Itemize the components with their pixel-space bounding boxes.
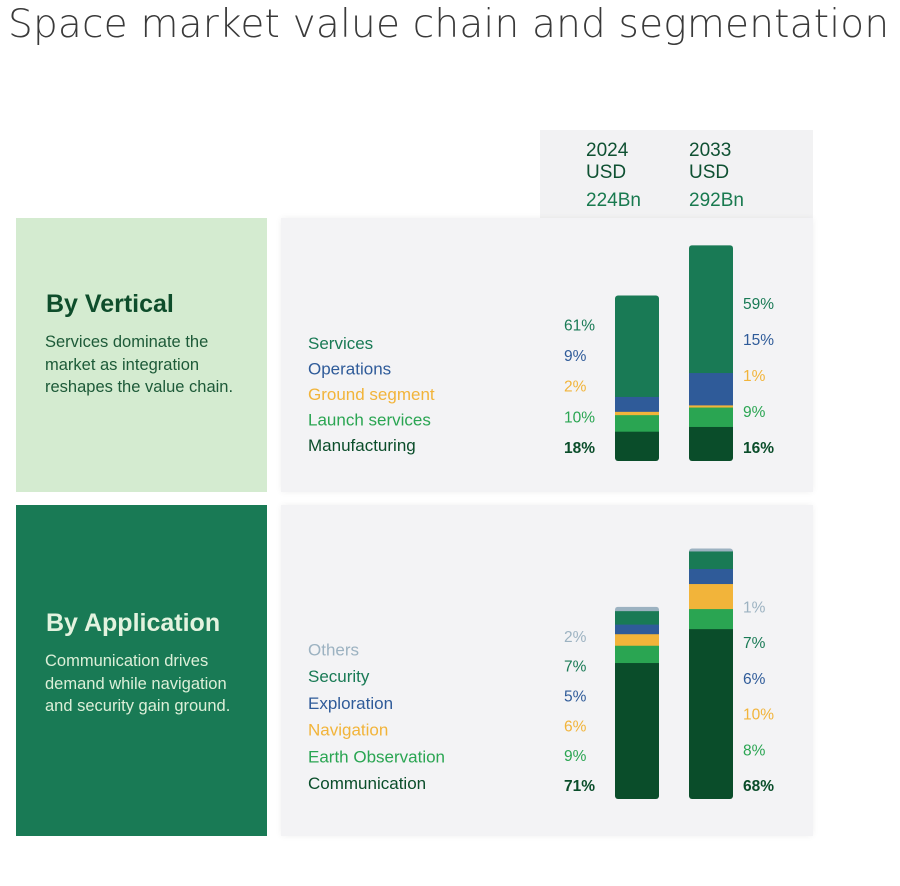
- application-stacked-bar-chart: 2% 7% 5% 6% 9% 71% 1% 7% 6% 10% 8% 68% Communication…: [308, 548, 774, 799]
- currency-label: USD: [689, 162, 730, 183]
- bar-segment-manufacturing-2033: [689, 426, 733, 461]
- data-label-exploration-2033: 6%: [743, 671, 766, 688]
- application-chart-panel: 2% 7% 5% 6% 9% 71% 1% 7% 6% 10% 8% 68% Communication…: [281, 505, 813, 836]
- vertical-stacked-bar-chart: 61% 9% 2% 10% 18% 59% 15% 1% 9% 16% Manufacturing L…: [308, 245, 774, 461]
- legend-item-operations: Operations: [308, 360, 391, 379]
- data-label-launch-services-2024: 10%: [564, 409, 595, 426]
- data-label-others-2024: 2%: [564, 629, 587, 646]
- legend-item-communication: Communication: [308, 774, 426, 793]
- legend-item-services: Services: [308, 334, 373, 353]
- bar-2033: [689, 245, 733, 461]
- bar-segment-earth-observation-2024: [615, 645, 659, 664]
- year-column-2024: 2024 USD 224Bn: [586, 140, 641, 212]
- data-label-others-2033: 1%: [743, 599, 766, 616]
- legend-item-exploration: Exploration: [308, 694, 393, 713]
- application-description: Communication drives demand while naviga…: [45, 652, 231, 715]
- data-label-ground-segment-2033: 1%: [743, 368, 766, 385]
- data-label-communication-2024: 71%: [564, 778, 595, 795]
- bar-segment-exploration-2033: [689, 568, 733, 585]
- bar-segment-operations-2033: [689, 372, 733, 406]
- bar-segment-security-2024: [615, 610, 659, 625]
- currency-label: USD: [586, 162, 627, 183]
- bar-segment-ground-segment-2024: [615, 411, 659, 416]
- bar-segment-earth-observation-2033: [689, 608, 733, 630]
- data-label-launch-services-2033: 9%: [743, 404, 766, 421]
- data-label-operations-2024: 9%: [564, 348, 587, 365]
- bar-segment-navigation-2024: [615, 633, 659, 646]
- year-header: 2024 USD 224Bn 2033 USD 292Bn: [540, 130, 813, 218]
- data-label-services-2024: 61%: [564, 317, 595, 334]
- data-label-manufacturing-2024: 18%: [564, 440, 595, 457]
- legend-item-security: Security: [308, 667, 370, 686]
- bar-segment-launch-services-2033: [689, 407, 733, 427]
- data-label-navigation-2033: 10%: [743, 707, 774, 724]
- data-label-ground-segment-2024: 2%: [564, 379, 587, 396]
- data-label-earth-observation-2024: 9%: [564, 748, 587, 765]
- legend-item-ground-segment: Ground segment: [308, 385, 435, 404]
- legend-item-others: Others: [308, 641, 359, 660]
- legend-item-earth-observation: Earth Observation: [308, 747, 445, 766]
- data-label-security-2024: 7%: [564, 659, 587, 676]
- bar-2033: [689, 548, 733, 799]
- application-title: By Application: [46, 609, 221, 637]
- bar-segment-exploration-2024: [615, 624, 659, 635]
- bar-segment-others-2033: [689, 548, 733, 552]
- bar-segment-services-2033: [689, 245, 733, 374]
- bar-segment-ground-segment-2033: [689, 404, 733, 408]
- vertical-chart-panel: 61% 9% 2% 10% 18% 59% 15% 1% 9% 16% Manufacturing L…: [281, 218, 813, 492]
- market-value: 224Bn: [586, 190, 641, 211]
- bar-segment-navigation-2033: [689, 583, 733, 610]
- data-label-communication-2033: 68%: [743, 778, 774, 795]
- data-label-manufacturing-2033: 16%: [743, 440, 774, 457]
- legend-item-navigation: Navigation: [308, 721, 388, 740]
- year-label: 2033: [689, 140, 732, 161]
- bar-2024: [615, 295, 659, 461]
- vertical-description: Services dominate the market as integrat…: [45, 333, 234, 396]
- vertical-title: By Vertical: [46, 290, 174, 318]
- data-label-exploration-2024: 5%: [564, 688, 587, 705]
- bar-segment-communication-2033: [689, 628, 733, 799]
- legend-item-launch-services: Launch services: [308, 411, 431, 430]
- data-label-operations-2033: 15%: [743, 332, 774, 349]
- bar-segment-operations-2024: [615, 396, 659, 412]
- data-label-navigation-2024: 6%: [564, 718, 587, 735]
- bar-segment-manufacturing-2024: [615, 431, 659, 461]
- data-label-services-2033: 59%: [743, 296, 774, 313]
- bar-segment-communication-2024: [615, 662, 659, 799]
- legend-item-manufacturing: Manufacturing: [308, 436, 416, 455]
- year-column-2033: 2033 USD 292Bn: [689, 140, 744, 212]
- year-label: 2024: [586, 140, 629, 161]
- bar-segment-security-2033: [689, 550, 733, 570]
- bar-segment-launch-services-2024: [615, 414, 659, 432]
- bar-segment-services-2024: [615, 295, 659, 397]
- market-value: 292Bn: [689, 190, 744, 211]
- application-card: By Application Communication drives dema…: [16, 505, 267, 836]
- data-label-earth-observation-2033: 8%: [743, 742, 766, 759]
- bar-segment-others-2024: [615, 606, 659, 612]
- bar-2024: [615, 606, 659, 799]
- data-label-security-2033: 7%: [743, 635, 766, 652]
- page-title: Space market value chain and segmentatio…: [8, 2, 890, 47]
- vertical-card: By Vertical Services dominate the market…: [16, 218, 267, 492]
